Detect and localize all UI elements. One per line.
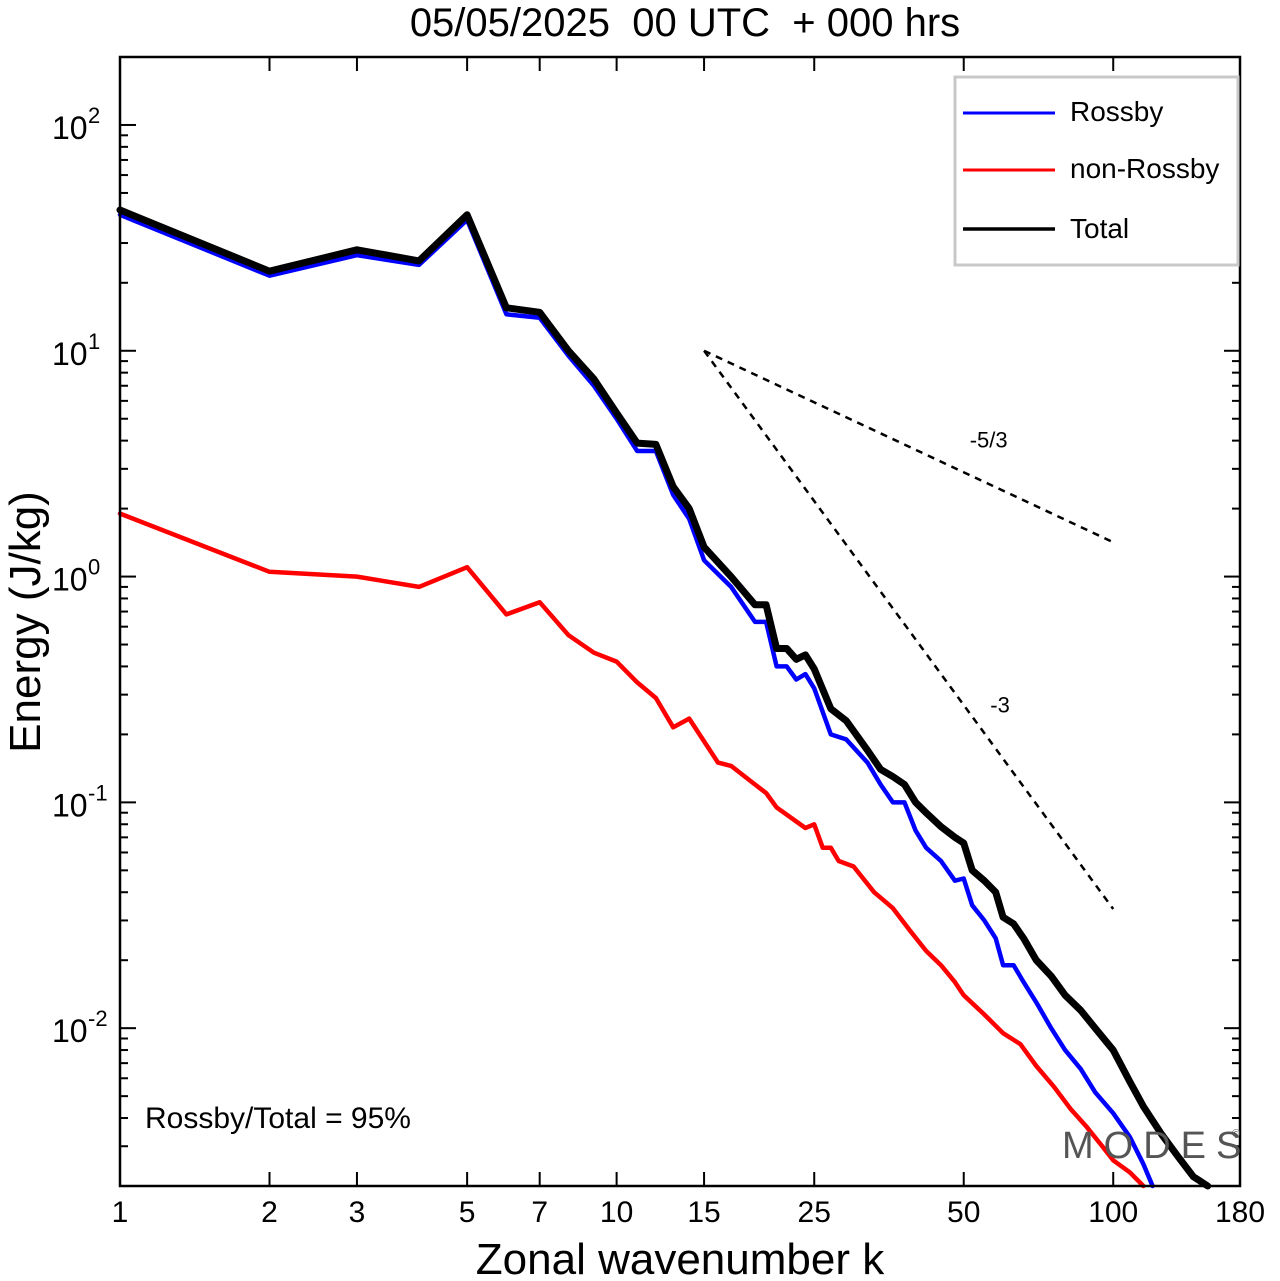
y-tick-base: 10 <box>52 110 88 146</box>
y-tick-label: 10 2 <box>52 103 100 146</box>
y-tick-label: 10 -1 <box>52 780 108 823</box>
y-tick-label: 10 0 <box>52 555 100 598</box>
legend-label-non-rossby: non-Rossby <box>1070 153 1219 184</box>
reference-line-label: -5/3 <box>970 427 1008 452</box>
x-tick-label: 50 <box>947 1196 980 1229</box>
copyright-mark: © <box>1232 1128 1240 1140</box>
chart-title: 05/05/2025 00 UTC + 000 hrs <box>410 1 960 45</box>
y-tick-exponent: -2 <box>88 1006 108 1031</box>
y-tick-exponent: 1 <box>88 329 100 354</box>
reference-line-1 <box>703 349 1114 544</box>
y-tick-label: 10 -2 <box>52 1006 108 1049</box>
x-tick-label: 25 <box>798 1196 831 1229</box>
y-tick-exponent: 0 <box>88 555 100 580</box>
legend-label-total: Total <box>1070 213 1129 244</box>
y-axis-label: Energy (J/kg) <box>1 491 50 753</box>
y-tick-exponent: -1 <box>88 780 108 805</box>
x-tick-label: 100 <box>1088 1196 1138 1229</box>
y-tick-base: 10 <box>52 787 88 823</box>
x-tick-label: 7 <box>531 1196 548 1229</box>
y-tick-base: 10 <box>52 336 88 372</box>
modes-watermark: MODES <box>1062 1125 1251 1167</box>
plot-frame <box>118 55 1242 1188</box>
y-tick-base: 10 <box>52 562 88 598</box>
x-tick-labels: 1 2 3 5 7 10 15 25 50 100 180 <box>112 1196 1265 1229</box>
x-tick-label: 2 <box>261 1196 278 1229</box>
reference-line-2 <box>703 350 1115 910</box>
x-tick-label: 15 <box>687 1196 720 1229</box>
legend: Rossby non-Rossby Total <box>953 75 1240 267</box>
x-tick-label: 180 <box>1215 1196 1265 1229</box>
ratio-annotation: Rossby/Total = 95% <box>145 1102 411 1135</box>
x-tick-label: 10 <box>600 1196 633 1229</box>
series-line-rossby <box>117 212 1155 1189</box>
x-axis-label: Zonal wavenumber k <box>476 1235 885 1281</box>
reference-slope-lines: -5/3 -3 <box>703 349 1115 910</box>
x-tick-label: 1 <box>112 1196 129 1229</box>
legend-label-rossby: Rossby <box>1070 96 1163 127</box>
series-lines <box>116 206 1212 1190</box>
x-tick-label: 3 <box>349 1196 366 1229</box>
series-line-non-rossby <box>117 511 1146 1189</box>
reference-line-label: -3 <box>990 692 1010 717</box>
y-tick-exponent: 2 <box>88 103 100 128</box>
y-tick-label: 10 1 <box>52 329 100 372</box>
x-tick-label: 5 <box>459 1196 476 1229</box>
series-line-total <box>116 206 1212 1190</box>
y-tick-base: 10 <box>52 1013 88 1049</box>
